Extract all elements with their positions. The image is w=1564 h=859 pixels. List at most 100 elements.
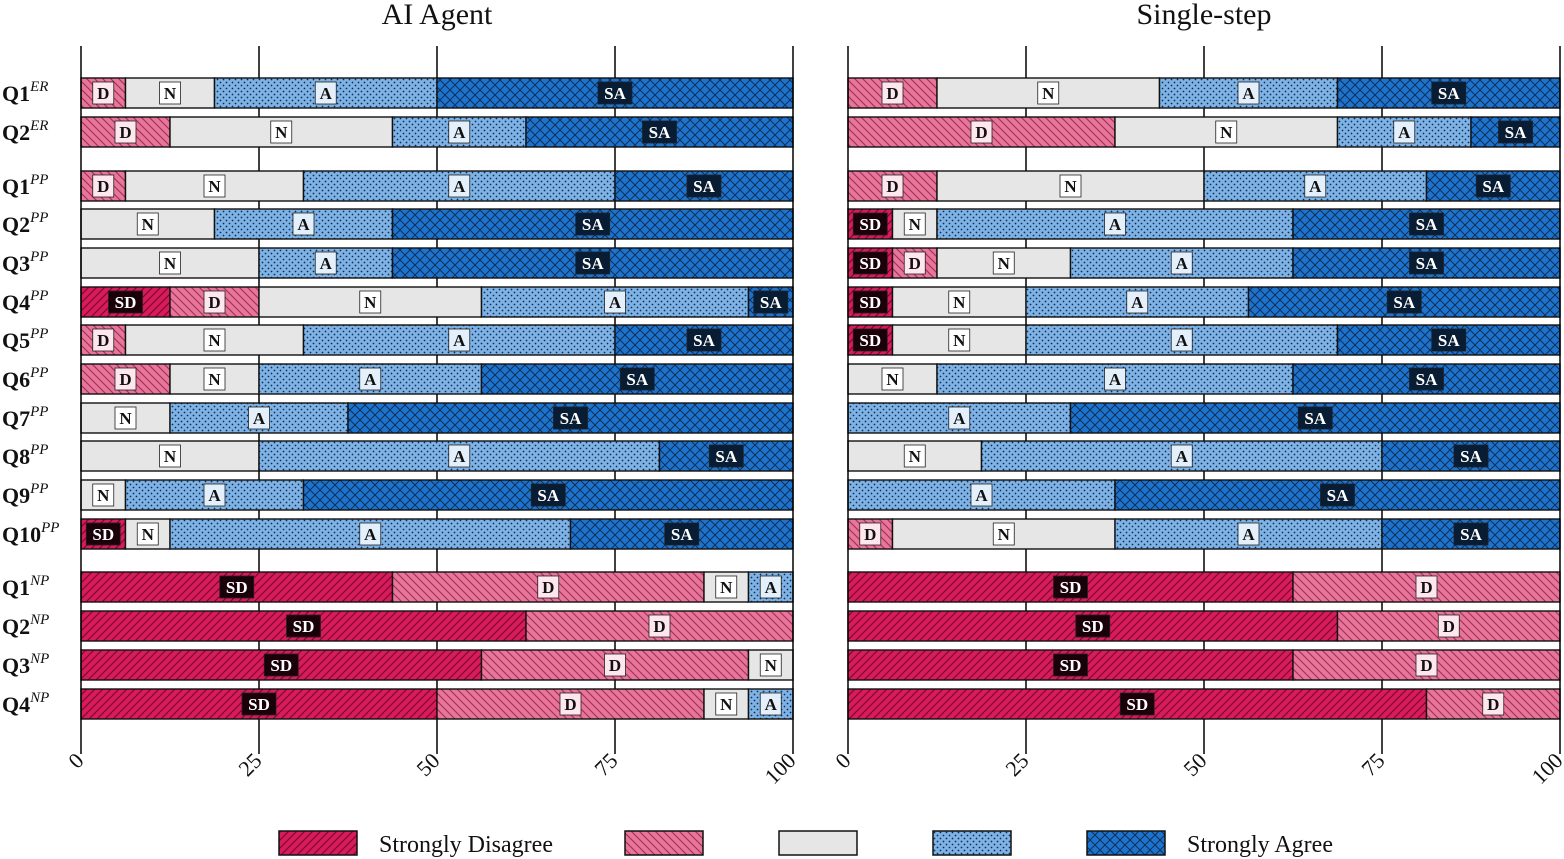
segment-label: SD [859, 293, 881, 312]
row-label-sup: PP [29, 442, 48, 458]
segment-label-bg [448, 328, 471, 352]
segment-label-bg [537, 575, 560, 599]
segment-label: D [909, 254, 921, 273]
segment-label: A [1176, 331, 1189, 350]
segment-label-bg [903, 444, 926, 468]
legend-swatch-strongly-agree [1086, 830, 1166, 856]
segment-label: A [609, 293, 622, 312]
segment-label-bg [314, 251, 337, 275]
segment-label-bg [559, 692, 582, 716]
row-label: Q1PP [2, 172, 48, 199]
x-tick-label: 50 [411, 748, 444, 781]
segment-label-bg [1498, 120, 1533, 144]
segment-label: N [97, 486, 110, 505]
row-label-main: Q7 [2, 406, 30, 431]
segment-label-bg [1126, 290, 1149, 314]
segment-label: D [975, 123, 987, 142]
row-label-main: Q1 [2, 81, 30, 106]
segment-label-bg [759, 692, 782, 716]
row-label-sup: PP [29, 481, 48, 497]
segment-label-bg [1415, 653, 1438, 677]
segment-label: A [453, 331, 466, 350]
row-label-sup: ER [29, 79, 48, 95]
segment-label-bg [1104, 212, 1126, 236]
segment-label: SD [859, 331, 881, 350]
segment-label: SA [582, 215, 604, 234]
segment-label-bg [948, 406, 971, 430]
row-label: Q7PP [2, 404, 48, 431]
segment-label: D [886, 84, 898, 103]
segment-label-bg [92, 174, 115, 198]
row-label-sup: PP [29, 365, 48, 381]
segment-label-bg [715, 692, 738, 716]
row-label-sup: PP [29, 249, 48, 265]
segment-label-bg [604, 653, 626, 677]
segment-label: SA [649, 123, 671, 142]
segment-label: N [998, 525, 1011, 544]
segment-label-bg [114, 120, 137, 144]
row-label: Q10PP [2, 520, 59, 547]
row-label-main: Q2 [2, 614, 30, 639]
segment-label-bg [852, 328, 888, 352]
row-label: Q9PP [2, 481, 48, 508]
x-tick-label: 100 [760, 748, 801, 789]
segment-label: N [765, 656, 778, 675]
segment-label: SA [1505, 123, 1527, 142]
segment-label-bg [1237, 522, 1260, 546]
segment-label: SD [1060, 656, 1082, 675]
row-label-main: Q3 [2, 653, 30, 678]
row-label-sup: NP [29, 690, 49, 706]
segment-label: D [119, 123, 131, 142]
segment-label-bg [1037, 81, 1060, 105]
row-label-sup: PP [29, 404, 48, 420]
segment-label: SA [1482, 177, 1504, 196]
segment-label: D [653, 617, 665, 636]
segment-label-bg [1475, 174, 1511, 198]
segment-label-bg [715, 575, 738, 599]
segment-label-bg [708, 444, 744, 468]
segment-label: SA [537, 486, 559, 505]
segment-label: A [208, 486, 221, 505]
segment-label-bg [992, 251, 1015, 275]
segment-label-bg [359, 367, 382, 391]
segment-label-bg [759, 575, 782, 599]
x-tick-label: 25 [1000, 748, 1033, 781]
row-label: Q8PP [2, 442, 48, 469]
row-label-sup: PP [29, 288, 48, 304]
segment-label-bg [1104, 367, 1126, 391]
segment-label-bg [881, 81, 904, 105]
segment-label: SD [92, 525, 114, 544]
segment-label: A [953, 409, 966, 428]
x-tick-label: 25 [233, 748, 266, 781]
segment-label: N [142, 525, 155, 544]
segment-label: D [97, 84, 109, 103]
x-tick-label: 75 [1356, 748, 1389, 781]
segment-label-bg [136, 522, 159, 546]
segment-label: A [297, 215, 310, 234]
segment-label-bg [1409, 212, 1444, 236]
legend-label-strongly-disagree: Strongly Disagree [379, 832, 553, 858]
segment-label-bg [1304, 174, 1327, 198]
segment-label-bg [1386, 290, 1422, 314]
segment-label: N [953, 293, 966, 312]
segment-label-bg [859, 522, 882, 546]
segment-label-bg [203, 174, 226, 198]
segment-label-bg [359, 522, 382, 546]
segment-label: A [1131, 293, 1144, 312]
segment-label-bg [1393, 120, 1416, 144]
segment-label-bg [1431, 81, 1467, 105]
segment-label-bg [852, 212, 888, 236]
segment-label: N [909, 447, 922, 466]
row-label: Q3NP [2, 651, 49, 678]
segment-label-bg [270, 120, 293, 144]
segment-label: SA [1460, 447, 1482, 466]
segment-label-bg [203, 483, 226, 507]
segment-label-bg [203, 367, 226, 391]
segment-label: A [1309, 177, 1322, 196]
segment-label: A [1242, 84, 1255, 103]
segment-label: D [1443, 617, 1455, 636]
segment-label-bg [970, 483, 993, 507]
row-label-sup: ER [29, 118, 48, 134]
segment-label: SA [626, 370, 648, 389]
row-label-main: Q10 [2, 522, 41, 547]
